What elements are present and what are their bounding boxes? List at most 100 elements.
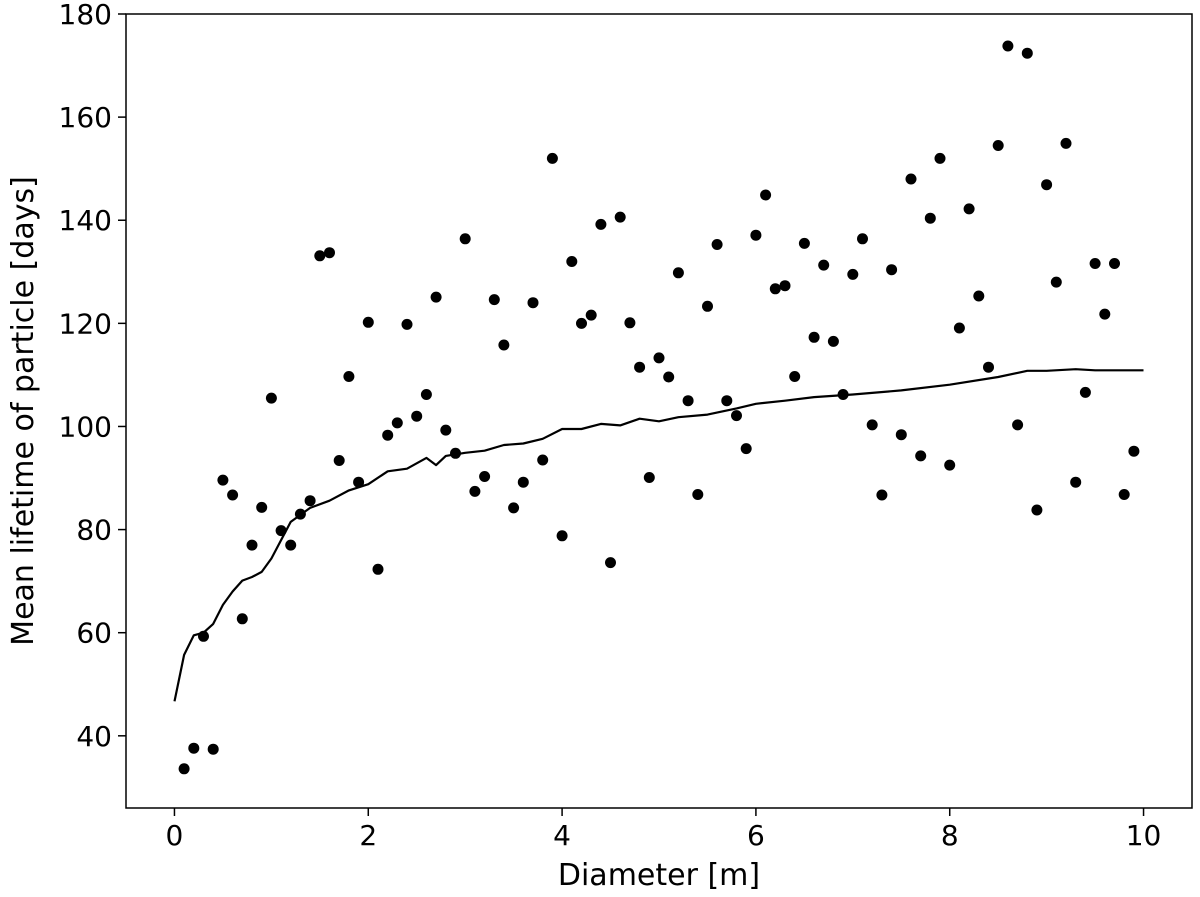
scatter-point	[1079, 386, 1091, 398]
scatter-point	[178, 763, 190, 775]
scatter-point	[895, 429, 907, 441]
scatter-point	[866, 419, 878, 431]
scatter-point	[479, 471, 491, 482]
scatter-point	[595, 218, 607, 230]
x-tick-label: 8	[941, 819, 959, 852]
scatter-point	[973, 290, 985, 302]
scatter-point	[566, 256, 578, 267]
scatter-point	[275, 525, 287, 537]
scatter-point	[411, 410, 423, 422]
scatter-point	[527, 297, 539, 309]
scatter-point	[876, 489, 888, 501]
scatter-point	[605, 557, 616, 569]
scatter-point	[440, 424, 452, 436]
scatter-point	[304, 495, 316, 507]
scatter-point	[808, 331, 820, 343]
scatter-point	[488, 294, 500, 306]
scatter-point	[798, 237, 810, 249]
scatter-point	[750, 229, 762, 241]
scatter-point	[663, 371, 675, 383]
scatter-point	[1002, 40, 1014, 52]
scatter-point	[711, 239, 723, 250]
scatter-point	[236, 613, 248, 625]
scatter-point	[992, 140, 1004, 151]
scatter-point	[769, 283, 781, 295]
scatter-point	[401, 318, 413, 330]
scatter-point	[886, 264, 898, 276]
scatter-point	[827, 335, 839, 347]
scatter-point	[1128, 445, 1140, 457]
scatter-point	[324, 247, 335, 259]
scatter-point	[1031, 504, 1043, 516]
scatter-point	[517, 476, 529, 488]
y-tick-label: 80	[76, 514, 112, 547]
scatter-point	[760, 189, 772, 201]
x-axis-ticks: 0 2 4 6 8 10	[166, 808, 1161, 852]
x-tick-label: 2	[359, 819, 377, 852]
scatter-point	[459, 233, 471, 245]
scatter-point	[702, 300, 713, 312]
scatter-point	[672, 267, 684, 279]
scatter-point	[353, 476, 365, 488]
scatter-point	[469, 485, 481, 497]
scatter-point	[537, 454, 549, 466]
x-tick-label: 0	[166, 819, 184, 852]
scatter-point	[246, 539, 258, 551]
scatter-point	[294, 508, 306, 520]
scatter-point	[818, 259, 830, 271]
scatter-point	[382, 429, 394, 441]
scatter-point	[837, 389, 849, 400]
y-tick-label: 60	[76, 617, 112, 650]
scatter-point	[546, 152, 558, 164]
scatter-point	[905, 173, 917, 185]
scatter-point	[372, 563, 384, 575]
scatter-point	[740, 443, 752, 455]
y-tick-label: 140	[59, 204, 112, 237]
scatter-point	[430, 291, 442, 303]
scatter-point	[924, 212, 936, 224]
scatter-point	[1089, 258, 1101, 269]
scatter-point	[847, 268, 859, 280]
scatter-point	[953, 322, 965, 334]
scatter-point	[498, 339, 510, 351]
scatter-point	[217, 474, 229, 486]
scatter-point	[556, 530, 568, 542]
y-axis-title: Mean lifetime of particle [days]	[6, 176, 41, 646]
scatter-point	[1012, 419, 1024, 431]
scatter-point	[963, 203, 975, 215]
scatter-point	[333, 455, 345, 466]
scatter-point	[198, 630, 209, 642]
x-tick-label: 4	[553, 819, 571, 852]
scatter-point	[643, 472, 655, 483]
scatter-point	[934, 152, 946, 164]
x-axis-title: Diameter [m]	[558, 858, 760, 893]
scatter-point	[285, 539, 297, 551]
scatter-point	[614, 211, 626, 223]
scatter-point	[314, 250, 326, 262]
scatter-point	[721, 395, 733, 407]
scatter-point	[362, 316, 374, 328]
scatter-point	[944, 459, 956, 471]
scatter-point	[692, 489, 704, 500]
scatter-point	[624, 317, 636, 329]
scatter-point	[343, 371, 355, 382]
scatter-point	[1021, 47, 1033, 59]
scatter-point	[1109, 258, 1120, 269]
scatter-point	[256, 501, 268, 513]
scatter-point	[1060, 137, 1072, 149]
trend-line	[173, 368, 1144, 702]
scatter-point	[1070, 476, 1082, 488]
scatter-point	[634, 361, 646, 373]
scatter-point	[653, 352, 665, 364]
scatter-point	[585, 309, 597, 321]
scatter-point	[682, 395, 694, 407]
scatter-point	[1099, 308, 1111, 320]
scatter-point	[983, 361, 994, 373]
scatter-point	[420, 389, 432, 400]
scatter-point	[1050, 276, 1062, 288]
scatter-point	[207, 743, 219, 755]
scatter-point	[1118, 489, 1130, 500]
scatter-point	[779, 280, 791, 292]
scatter-point	[731, 410, 742, 422]
